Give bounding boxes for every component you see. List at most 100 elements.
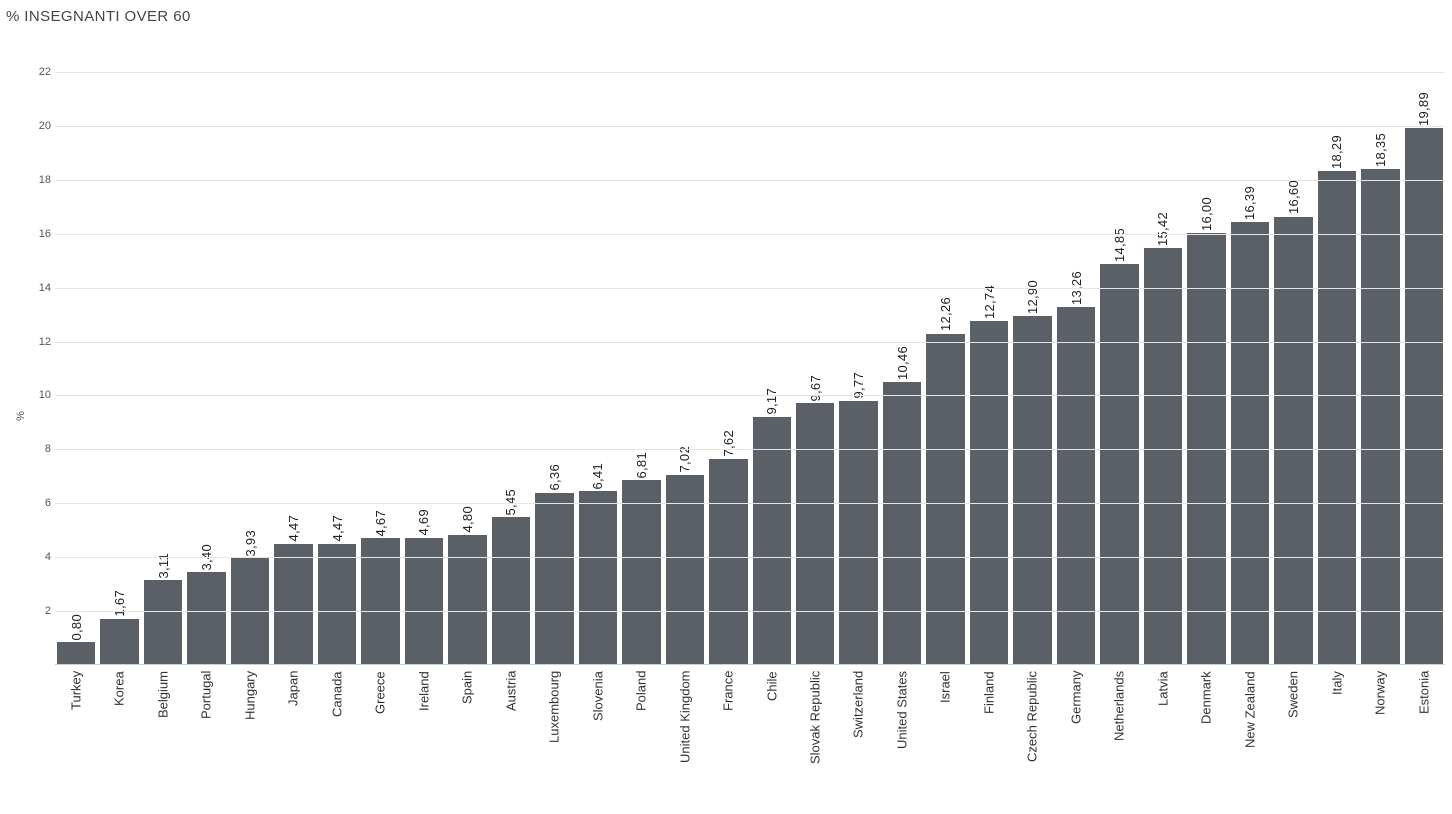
bar-value-label: 12,90 (1025, 280, 1040, 314)
bars-container: 0,801,673,113,403,934,474,474,674,694,80… (55, 45, 1445, 664)
x-category-label: Latvia (1144, 671, 1182, 801)
bar-value-label: 7,62 (721, 430, 736, 457)
bar-value-label: 9,67 (808, 375, 823, 402)
gridline (55, 72, 1445, 73)
bar-slot: 6,36 (535, 45, 573, 664)
bar-slot: 7,02 (666, 45, 704, 664)
y-tick-label: 6 (29, 497, 51, 509)
bar-slot: 12,74 (970, 45, 1008, 664)
x-category-label: Germany (1057, 671, 1095, 801)
bar (970, 321, 1008, 664)
bar-value-label: 9,17 (764, 388, 779, 415)
bar-slot: 9,77 (839, 45, 877, 664)
bar (839, 401, 877, 664)
bar-slot: 3,93 (231, 45, 269, 664)
gridline (55, 180, 1445, 181)
bar (100, 619, 138, 664)
y-axis-label: % (15, 411, 27, 421)
bar (318, 544, 356, 664)
bar-value-label: 12,26 (938, 297, 953, 331)
bar (1187, 233, 1225, 664)
gridline (55, 557, 1445, 558)
bar-value-label: 19,89 (1416, 92, 1431, 126)
bar (1318, 171, 1356, 664)
bar (753, 417, 791, 664)
y-tick-label: 10 (29, 389, 51, 401)
bar-slot: 1,67 (100, 45, 138, 664)
bar-slot: 7,62 (709, 45, 747, 664)
x-category-label: Austria (492, 671, 530, 801)
x-category-label: Turkey (57, 671, 95, 801)
x-category-label: Korea (100, 671, 138, 801)
bar-value-label: 0,80 (69, 614, 84, 641)
bar-slot: 10,46 (883, 45, 921, 664)
chart-title: % INSEGNANTI OVER 60 (0, 0, 1452, 25)
x-category-label: Slovenia (579, 671, 617, 801)
bar (57, 642, 95, 664)
bar-slot: 5,45 (492, 45, 530, 664)
x-category-label: United States (883, 671, 921, 801)
bar (709, 459, 747, 664)
bar-value-label: 16,60 (1286, 180, 1301, 214)
bar (1361, 169, 1399, 664)
x-category-label: Sweden (1274, 671, 1312, 801)
bar-value-label: 4,67 (373, 510, 388, 537)
bar-value-label: 6,81 (634, 452, 649, 479)
bar-value-label: 3,93 (243, 530, 258, 557)
bar-slot: 6,81 (622, 45, 660, 664)
gridline (55, 342, 1445, 343)
gridline (55, 503, 1445, 504)
x-category-label: United Kingdom (666, 671, 704, 801)
bar-slot: 16,39 (1231, 45, 1269, 664)
bar-value-label: 15,42 (1155, 212, 1170, 246)
x-category-label: Denmark (1187, 671, 1225, 801)
x-category-label: Hungary (231, 671, 269, 801)
bar-slot: 4,67 (361, 45, 399, 664)
y-tick-label: 2 (29, 605, 51, 617)
x-category-label: Norway (1361, 671, 1399, 801)
bar-value-label: 6,36 (547, 464, 562, 491)
bar (1274, 217, 1312, 664)
bar-slot: 9,17 (753, 45, 791, 664)
y-tick-label: 14 (29, 282, 51, 294)
bar (1100, 264, 1138, 664)
bar (144, 580, 182, 664)
bar (796, 403, 834, 664)
bar-slot: 12,90 (1013, 45, 1051, 664)
plot-area: 0,801,673,113,403,934,474,474,674,694,80… (55, 45, 1445, 665)
x-category-label: Netherlands (1100, 671, 1138, 801)
gridline (55, 234, 1445, 235)
gridline (55, 395, 1445, 396)
bar-slot: 3,40 (187, 45, 225, 664)
x-category-label: Spain (448, 671, 486, 801)
bar-value-label: 16,39 (1242, 186, 1257, 220)
bar (448, 535, 486, 664)
x-category-label: New Zealand (1231, 671, 1269, 801)
bar-slot: 4,80 (448, 45, 486, 664)
y-tick-label: 4 (29, 551, 51, 563)
bar-value-label: 16,00 (1199, 197, 1214, 231)
bar (883, 382, 921, 664)
bar-slot: 18,35 (1361, 45, 1399, 664)
bar-slot: 9,67 (796, 45, 834, 664)
bar-value-label: 6,41 (590, 463, 605, 490)
bar-slot: 3,11 (144, 45, 182, 664)
bar-slot: 16,60 (1274, 45, 1312, 664)
x-category-label: Greece (361, 671, 399, 801)
bar-value-label: 4,80 (460, 506, 475, 533)
x-category-label: Chile (753, 671, 791, 801)
bar (535, 493, 573, 664)
y-tick-label: 22 (29, 66, 51, 78)
x-category-label: France (709, 671, 747, 801)
x-category-label: Finland (970, 671, 1008, 801)
bar (1144, 248, 1182, 664)
bar (579, 491, 617, 664)
gridline (55, 126, 1445, 127)
bar-value-label: 10,46 (895, 346, 910, 380)
bar-slot: 16,00 (1187, 45, 1225, 664)
y-tick-label: 18 (29, 174, 51, 186)
bar-value-label: 1,67 (112, 590, 127, 617)
bar-value-label: 4,47 (286, 515, 301, 542)
bar-slot: 4,47 (318, 45, 356, 664)
gridline (55, 449, 1445, 450)
